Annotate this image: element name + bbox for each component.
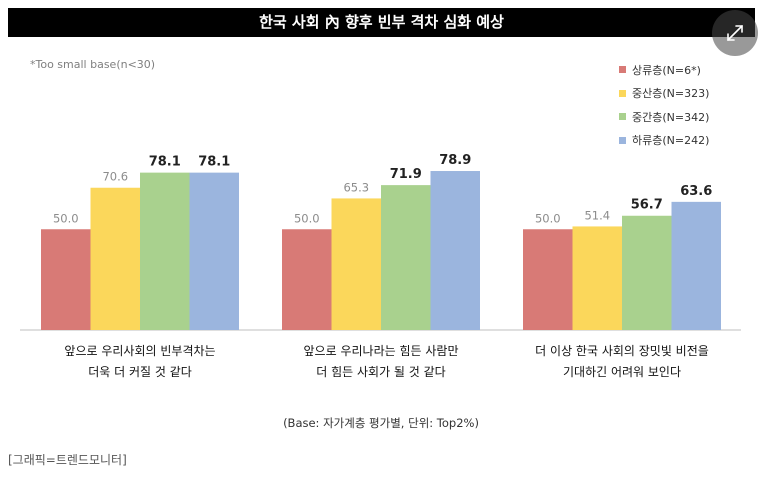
legend-item: 하류층(N=242) [619, 129, 709, 153]
data-label: 56.7 [631, 198, 663, 213]
bar [41, 229, 91, 330]
expand-button[interactable] [712, 10, 758, 56]
legend-label: 중산층(N=323) [632, 87, 710, 101]
legend-swatch [619, 136, 626, 144]
category-label: 앞으로 우리사회의 빈부격차는 [64, 344, 215, 358]
graphic-credit: [그래픽=트렌드모니터] [8, 453, 127, 467]
bar [140, 172, 190, 330]
data-label: 65.3 [343, 180, 369, 194]
source-note: (Base: 자가계층 평가별, 단위: Top2%) [283, 416, 479, 430]
category-label: 더욱 더 커질 것 같다 [88, 365, 192, 379]
bar [331, 198, 381, 330]
legend-item: 중간층(N=342) [619, 105, 709, 129]
data-label: 71.9 [390, 167, 422, 182]
legend-label: 하류층(N=242) [632, 134, 710, 148]
category-label: 더 힘든 사회가 될 것 같다 [316, 365, 445, 379]
data-label: 70.6 [102, 170, 128, 184]
bar [572, 226, 622, 330]
legend: 상류층(N=6*) 중산층(N=323) 중간층(N=342) 하류층(N=242) [619, 58, 709, 152]
data-label: 78.9 [439, 153, 471, 168]
bar [189, 172, 239, 330]
chart-title: 한국 사회 內 향후 빈부 격차 심화 예상 [8, 8, 755, 37]
data-label: 50.0 [53, 211, 79, 225]
category-label: 더 이상 한국 사회의 장밋빛 비전을 [535, 344, 709, 358]
data-label: 50.0 [294, 211, 320, 225]
legend-item: 상류층(N=6*) [619, 58, 709, 82]
data-label: 51.4 [584, 208, 610, 222]
data-label: 78.1 [198, 155, 230, 170]
category-label: 앞으로 우리나라는 힘든 사람만 [304, 344, 459, 358]
bar [90, 187, 140, 330]
bar [523, 229, 573, 330]
expand-arrows-icon [727, 25, 743, 41]
legend-label: 상류층(N=6*) [632, 63, 701, 77]
data-label: 63.6 [680, 184, 712, 199]
bar [430, 171, 480, 330]
legend-item: 중산층(N=323) [619, 82, 709, 106]
legend-label: 중간층(N=342) [632, 110, 710, 124]
sample-size-note: *Too small base(n<30) [30, 58, 156, 71]
category-label: 기대하긴 어려워 보인다 [563, 365, 681, 379]
bar [671, 201, 721, 330]
bar [622, 215, 672, 330]
legend-swatch [619, 89, 626, 97]
legend-swatch [619, 113, 626, 121]
data-label: 78.1 [149, 155, 181, 170]
legend-swatch [619, 66, 626, 74]
data-label: 50.0 [535, 211, 561, 225]
bar [282, 229, 332, 330]
bar [381, 185, 431, 330]
